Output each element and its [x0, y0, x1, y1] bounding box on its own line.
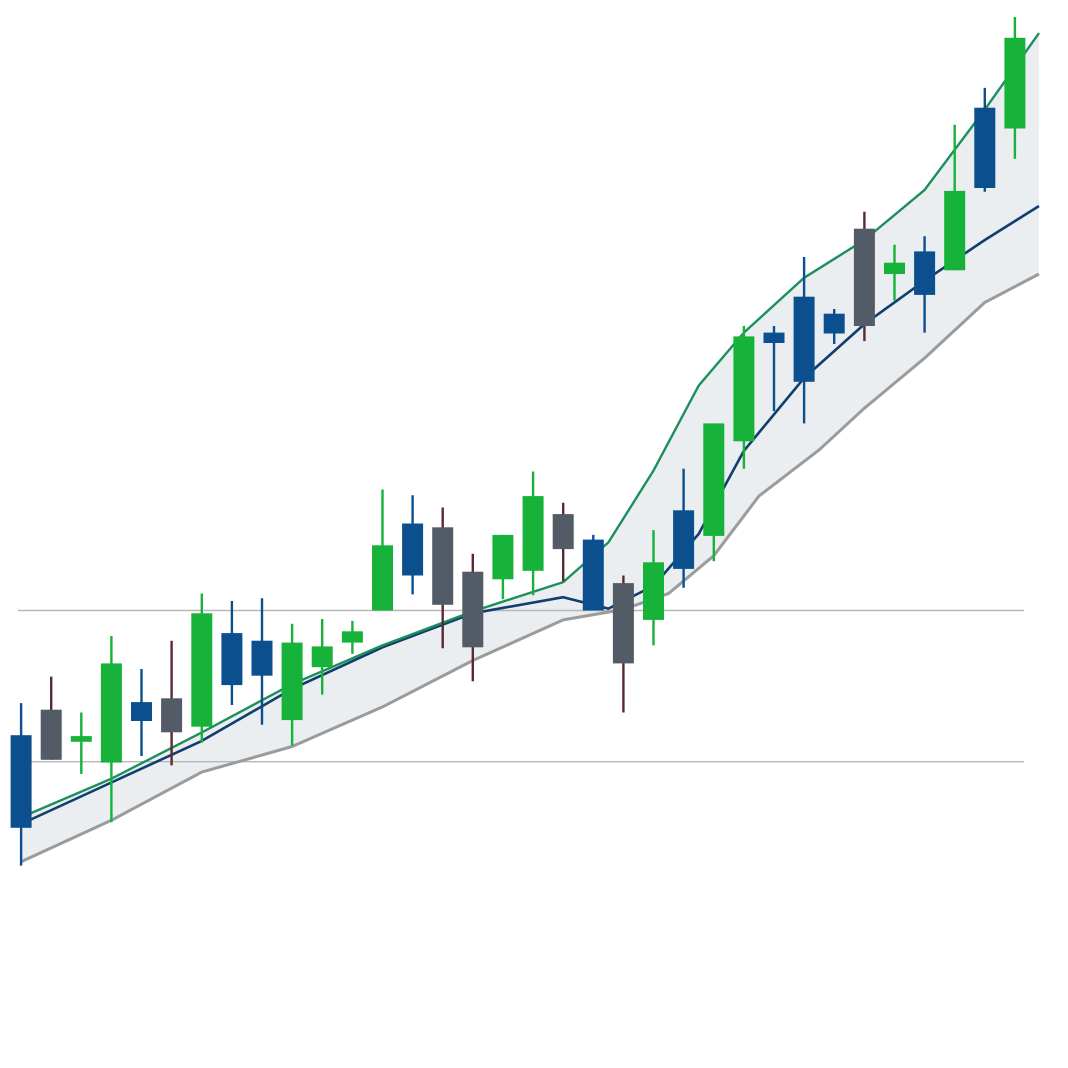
candle-33: [974, 87, 996, 192]
candle-body: [251, 640, 273, 676]
candle-11: [311, 619, 333, 695]
candle-body: [793, 296, 815, 382]
candles: [10, 17, 1026, 866]
candle-32: [944, 124, 966, 271]
candle-13: [372, 489, 393, 611]
candle-body: [341, 631, 363, 643]
candle-17: [492, 534, 514, 600]
band-fill: [21, 33, 1040, 862]
candle-25: [733, 326, 755, 469]
candle-body: [944, 190, 966, 271]
candle-body: [1004, 37, 1026, 129]
candle-8: [221, 601, 243, 705]
candle-30: [884, 244, 905, 301]
reference-lines: [18, 609, 1024, 763]
candle-body: [582, 539, 604, 611]
candle-18: [522, 471, 544, 596]
candle-body: [884, 262, 905, 274]
candle-body: [733, 336, 755, 442]
candle-24: [703, 423, 725, 562]
upper-band-line: [20, 32, 1040, 819]
candle-7: [191, 593, 213, 743]
candle-body: [462, 571, 484, 648]
candle-5: [131, 669, 152, 756]
candle-2: [40, 676, 62, 760]
candle-body: [703, 423, 725, 536]
candle-body: [10, 735, 32, 828]
candle-19: [552, 502, 574, 582]
candle-23: [673, 468, 695, 588]
candle-27: [793, 257, 815, 424]
candle-body: [432, 527, 454, 605]
candle-body: [974, 107, 996, 188]
band-layer: [21, 33, 1040, 862]
candle-16: [462, 553, 484, 682]
candle-body: [161, 698, 183, 733]
candle-body: [552, 514, 574, 550]
candle-4: [100, 636, 122, 823]
candle-body: [402, 523, 424, 576]
candle-body: [522, 496, 544, 571]
candle-31: [914, 236, 936, 333]
candle-12: [341, 620, 363, 654]
candle-body: [131, 702, 152, 721]
candle-6: [161, 640, 183, 766]
candle-body: [221, 633, 243, 686]
candle-body: [100, 663, 122, 763]
candle-body: [492, 534, 514, 580]
indicator-lines: [20, 32, 1040, 864]
candle-1: [10, 703, 32, 866]
candle-body: [70, 736, 92, 742]
candle-body: [612, 583, 634, 664]
candle-3: [70, 712, 92, 774]
candle-28: [823, 309, 845, 344]
candle-body: [673, 510, 695, 569]
candle-body: [281, 642, 303, 721]
candle-14: [402, 495, 424, 595]
candle-body: [311, 646, 333, 668]
candle-body: [914, 251, 936, 295]
candle-body: [643, 562, 664, 620]
candle-body: [823, 313, 845, 334]
candle-body: [191, 613, 213, 727]
candle-34: [1004, 17, 1026, 159]
candle-20: [582, 534, 604, 611]
candle-29: [853, 211, 875, 342]
candle-10: [281, 623, 303, 746]
candle-body: [372, 545, 393, 611]
candle-9: [251, 598, 273, 725]
candle-26: [763, 326, 785, 412]
candle-body: [763, 332, 785, 343]
candle-15: [432, 507, 454, 649]
candle-body: [853, 228, 875, 326]
candle-21: [612, 575, 634, 713]
candle-22: [643, 530, 664, 646]
candle-body: [40, 709, 62, 760]
